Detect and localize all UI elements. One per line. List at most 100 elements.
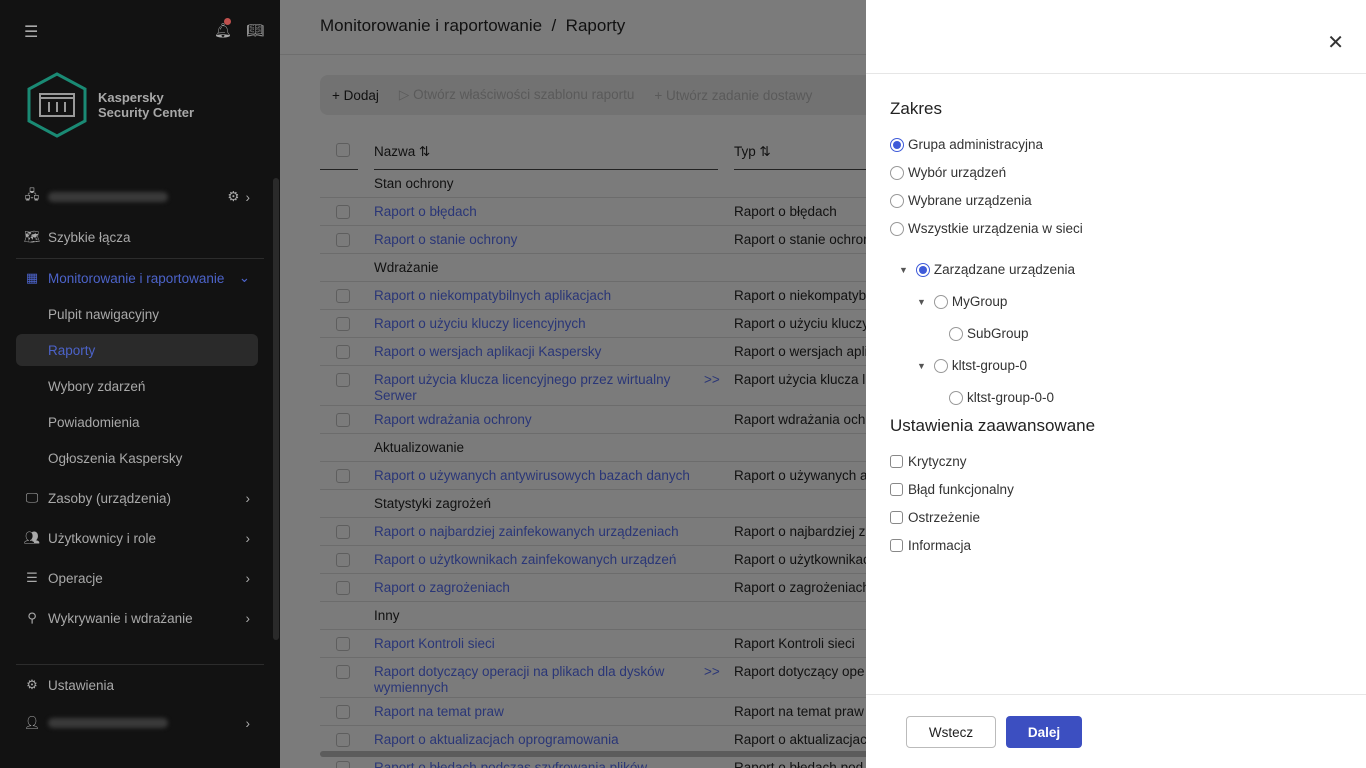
tree-node-kltst-group-0-0[interactable]: kltst-group-0-0 [949, 390, 1054, 405]
report-name-link[interactable]: Raport dotyczący operacji na plikach dla… [374, 664, 665, 695]
row-checkbox[interactable] [336, 665, 350, 679]
book-icon[interactable]: 📖︎ [246, 22, 264, 38]
radio-button[interactable] [949, 326, 963, 341]
report-name-link[interactable]: Raport o błędach [374, 204, 477, 219]
table-row[interactable]: Raport o użyciu kluczy licencyjnych Rapor… [320, 310, 866, 338]
report-name-link[interactable]: Raport o niekompatybilnych aplikacjach [374, 288, 612, 303]
report-name-link[interactable]: Raport o zagrożeniach [374, 580, 510, 595]
radio-button[interactable] [890, 221, 904, 236]
radio-selected-devices[interactable]: Wybrane urządzenia [890, 193, 1032, 208]
expand-triangle-icon[interactable]: ▼ [917, 360, 926, 371]
row-checkbox[interactable] [336, 469, 350, 483]
sidebar-scrollbar[interactable] [273, 178, 279, 640]
row-checkbox[interactable] [336, 289, 350, 303]
table-row[interactable]: Raport o użytkownikach zainfekowanych ur… [320, 546, 866, 574]
sidebar-item-announcements[interactable]: Ogłoszenia Kaspersky [16, 442, 258, 474]
table-row[interactable]: Raport o aktualizacjach oprogramowania Ra… [320, 726, 866, 754]
report-name-link[interactable]: Raport Kontroli sieci [374, 636, 495, 651]
sidebar-item-event-selections[interactable]: Wybory zdarzeń [16, 370, 258, 402]
table-row[interactable]: Raport o niekompatybilnych aplikacjach Ra… [320, 282, 866, 310]
checkbox[interactable] [890, 539, 903, 552]
table-row[interactable]: Raport wdrażania ochrony Raport wdrażania… [320, 406, 866, 434]
row-checkbox[interactable] [336, 345, 350, 359]
column-header-name[interactable]: Nazwa ⇅ [374, 140, 718, 170]
table-row[interactable]: Raport o najbardziej zainfekowanych urzą… [320, 518, 866, 546]
tree-node-mygroup[interactable]: ▼ MyGroup [917, 294, 1007, 309]
menu-icon[interactable]: ☰ [24, 24, 39, 41]
next-button[interactable]: Dalej [1006, 716, 1082, 748]
checkbox-warning[interactable]: Ostrzeżenie [890, 510, 980, 525]
bell-icon[interactable]: 🔔︎ [214, 18, 232, 39]
sidebar-item-notifications[interactable]: Powiadomienia [16, 406, 258, 438]
settings-sliders-icon[interactable]: ⚙ [227, 189, 240, 204]
table-row[interactable]: Raport o błędach Raport o błędach [320, 198, 866, 226]
tree-node-subgroup[interactable]: SubGroup [949, 326, 1029, 341]
table-row[interactable]: Raport dotyczący operacji na plikach dla… [320, 658, 866, 698]
row-checkbox[interactable] [336, 761, 350, 768]
report-name-link[interactable]: Raport na temat praw [374, 704, 504, 719]
row-checkbox[interactable] [336, 705, 350, 719]
table-row[interactable]: Raport o używanych antywirusowych bazach… [320, 462, 866, 490]
table-row[interactable]: Raport na temat praw Raport na temat praw [320, 698, 866, 726]
report-name-link[interactable]: Raport o użytkownikach zainfekowanych ur… [374, 552, 677, 567]
table-row[interactable]: Raport o wersjach aplikacji Kaspersky Rap… [320, 338, 866, 366]
radio-button[interactable] [890, 193, 904, 208]
checkbox[interactable] [890, 511, 903, 524]
open-template-properties-button[interactable]: ▷ Otwórz właściwości szablonu raportu [398, 87, 635, 102]
row-checkbox[interactable] [336, 317, 350, 331]
report-name-link[interactable]: Raport wdrażania ochrony [374, 412, 532, 427]
radio-button[interactable] [915, 262, 930, 277]
report-name-link[interactable]: Raport o najbardziej zainfekowanych urzą… [374, 524, 679, 539]
sidebar-item-quick-links[interactable]: 🗺︎ Szybkie łącza [16, 221, 258, 253]
radio-button[interactable] [890, 165, 904, 180]
sidebar-item-reports[interactable]: Raporty [16, 334, 258, 366]
sidebar-item-users-roles[interactable]: 👥︎ Użytkownicy i role › [16, 522, 258, 554]
tree-node-kltst-group-0[interactable]: ▼ kltst-group-0 [917, 358, 1027, 373]
report-name-link[interactable]: Raport o stanie ochrony [374, 232, 518, 247]
row-checkbox[interactable] [336, 553, 350, 567]
radio-button[interactable] [933, 294, 948, 309]
sidebar-item-monitoring[interactable]: ▦ Monitorowanie i raportowanie ⌄ [16, 262, 258, 294]
horizontal-scrollbar[interactable] [320, 751, 866, 757]
row-checkbox[interactable] [336, 581, 350, 595]
expand-triangle-icon[interactable]: ▼ [899, 264, 908, 275]
row-checkbox[interactable] [336, 233, 350, 247]
table-row[interactable]: Raport o błędach podczas szyfrowania pli… [320, 754, 866, 768]
sidebar-item-user-account[interactable]: 👤︎ › [16, 707, 258, 739]
create-delivery-task-button[interactable]: + Utwórz zadanie dostawy [654, 87, 813, 103]
row-checkbox[interactable] [336, 413, 350, 427]
radio-all-devices[interactable]: Wszystkie urządzenia w sieci [890, 221, 1083, 236]
report-name-link[interactable]: Raport użycia klucza licencyjnego przez … [374, 372, 671, 403]
checkbox[interactable] [890, 455, 903, 468]
column-header-type[interactable]: Typ ⇅ [734, 140, 866, 170]
close-icon[interactable]: ✕ [1327, 32, 1344, 54]
sidebar-item-dashboard[interactable]: Pulpit nawigacyjny [16, 298, 258, 330]
sidebar-item-discovery[interactable]: ⚲ Wykrywanie i wdrażanie › [16, 602, 258, 634]
sidebar-item-settings[interactable]: ⚙ Ustawienia [16, 669, 258, 701]
report-name-link[interactable]: Raport o używanych antywirusowych bazach… [374, 468, 690, 483]
tree-node-managed-devices[interactable]: ▼ Zarządzane urządzenia [899, 262, 1075, 277]
row-checkbox[interactable] [336, 205, 350, 219]
radio-button[interactable] [933, 358, 948, 373]
expand-triangle-icon[interactable]: ▼ [917, 296, 926, 307]
expand-name-button[interactable]: >> [704, 372, 720, 387]
checkbox-info[interactable]: Informacja [890, 538, 971, 553]
sidebar-item-assets[interactable]: 🖵 Zasoby (urządzenia) › [16, 482, 258, 514]
checkbox-functional-error[interactable]: Błąd funkcjonalny [890, 482, 1014, 497]
sidebar-item-operations[interactable]: ☰ Operacje › [16, 562, 258, 594]
table-row[interactable]: Raport Kontroli sieci Raport Kontroli sie… [320, 630, 866, 658]
select-all-checkbox[interactable] [336, 143, 350, 157]
checkbox[interactable] [890, 483, 903, 496]
back-button[interactable]: Wstecz [906, 716, 996, 748]
radio-admin-group[interactable]: Grupa administracyjna [890, 137, 1043, 152]
report-name-link[interactable]: Raport o aktualizacjach oprogramowania [374, 732, 619, 747]
table-row[interactable]: Raport o stanie ochrony Raport o stanie o… [320, 226, 866, 254]
table-row[interactable]: Raport użycia klucza licencyjnego przez … [320, 366, 866, 406]
radio-button[interactable] [949, 390, 963, 405]
server-selector[interactable]: 🖧 ⚙ › [16, 181, 258, 213]
radio-button[interactable] [890, 137, 904, 152]
report-name-link[interactable]: Raport o wersjach aplikacji Kaspersky [374, 344, 602, 359]
row-checkbox[interactable] [336, 733, 350, 747]
report-name-link[interactable]: Raport o błędach podczas szyfrowania pli… [374, 760, 648, 768]
row-checkbox[interactable] [336, 373, 350, 387]
